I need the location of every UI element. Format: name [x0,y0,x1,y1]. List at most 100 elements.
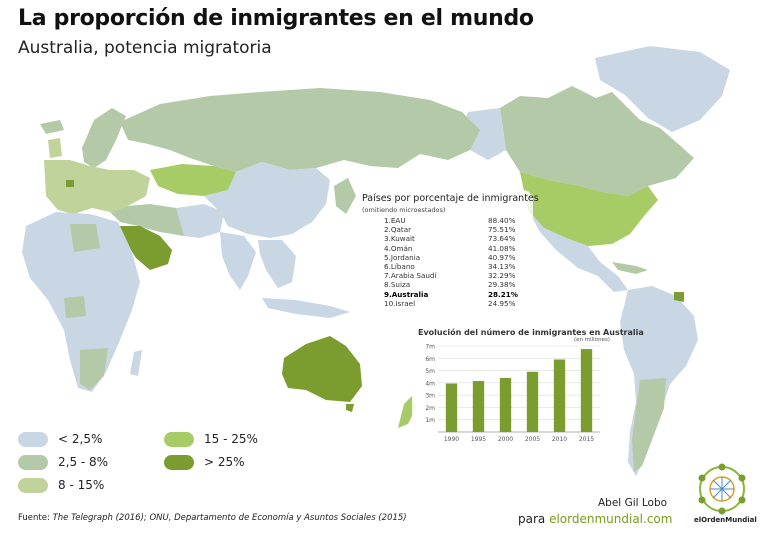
ranking-item-label: 8.Suiza [384,280,411,290]
ranking-item-value: 34.13% [488,261,516,271]
ranking-item-value: 41.08% [488,243,516,253]
chart-unit-note: (en millones) [574,337,610,343]
ranking-item-value: 88.40% [488,216,516,225]
chart-y-tick-label: 6m [425,356,435,363]
scandinavia [82,108,126,168]
page-subtitle: Australia, potencia migratoria [18,38,272,58]
ranking-item: 2.Qatar 75.51% [384,225,534,234]
usa [520,172,658,246]
legend-label: 2,5 - 8% [58,455,109,469]
chart-y-tick-label: 5m [425,368,435,375]
chart-x-tick-label: 2015 [579,436,594,443]
source-text: The Telegraph (2016); ONU, Departamento … [52,513,407,523]
arabian-peninsula [120,226,172,270]
chart-title: Evolución del número de inmigrantes en A… [418,328,644,337]
legend-label: 8 - 15% [58,478,105,492]
tasmania [346,404,354,412]
ranking-item-value: 29.38% [488,280,516,290]
greenland [595,46,730,132]
chart-x-tick-label: 2000 [498,436,513,443]
ranking-item-label: 9.Australia [384,289,429,299]
ranking-item: 1.EAU 88.40% [384,216,534,225]
source-prefix: Fuente: [18,513,53,523]
legend-swatch [18,478,48,493]
ranking-item: 9.Australia 28.21% [384,290,534,299]
japan-korea [334,178,356,214]
kazakhstan [150,164,236,196]
chart-y-tick-label: 3m [425,393,435,400]
chart-bar [580,349,593,432]
chart-bar [553,359,566,432]
indonesia [262,298,350,318]
ranking-item-label: 3.Kuwait [384,234,415,244]
ranking-item: 8.Suiza 29.38% [384,280,534,289]
gabon-region [64,296,86,318]
ranking-item-value: 24.95% [488,298,516,308]
legend-swatch [18,432,48,447]
site-credit: para elordenmundial.com [518,512,672,526]
southern-africa [80,348,108,390]
chart-bar [472,381,485,432]
southeast-asia [258,240,296,288]
author-name: Abel Gil Lobo [598,497,668,509]
chart-y-tick-label: 7m [425,344,435,351]
switzerland [66,180,74,187]
chart-bar [445,383,458,432]
argentina-chile [632,378,666,472]
ranking-item-value: 28.21% [488,289,518,299]
mexico-central-america [528,210,628,292]
chart-x-tick-label: 2005 [525,436,540,443]
new-zealand [398,396,416,428]
ranking-item-value: 40.97% [488,252,516,262]
ranking-item-label: 2.Qatar [384,225,412,235]
logo-wordmark: elOrdenMundial [694,516,757,524]
ranking-item-value: 32.29% [488,271,516,281]
site-link[interactable]: elordenmundial.com [549,512,673,526]
site-prefix: para [518,512,550,526]
ranking-list: 1.EAU 88.40% 2.Qatar 75.51% 3.Kuwait 73.64%… [384,216,534,308]
russia [120,88,480,172]
ranking-item-label: 1.EAU [384,216,406,225]
ranking-item-label: 7.Arabia Saudí [384,271,437,281]
alaska [462,108,506,160]
ranking-item-value: 73.64% [488,234,516,244]
ranking-item: 5.Jordania 40.97% [384,253,534,262]
australia [282,336,362,402]
source-note: Fuente: The Telegraph (2016); ONU, Depar… [18,513,407,523]
immigrants-bar-chart: 1m 2m 3m 4m 5m 6m 7m 1990 1995 2000 2005 2010 2015 [425,344,600,443]
china [204,162,330,238]
ranking-item-label: 4.Omán [384,243,413,253]
chart-bar [526,371,539,432]
ranking-title: Países por porcentaje de inmigrantes [362,193,539,204]
iran-afghanistan [176,204,224,238]
ranking-item: 10.Israel 24.95% [384,299,534,308]
canada [500,86,694,196]
ranking-item: 3.Kuwait 73.64% [384,234,534,243]
europe [44,160,150,214]
page-title: La proporción de inmigrantes en el mundo [18,6,534,31]
ranking-note: (omitiendo microestados) [362,206,446,214]
ranking-item-label: 10.Israel [384,298,416,308]
uk-ireland [48,138,62,158]
chart-x-tick-label: 1990 [444,436,459,443]
madagascar [130,350,142,376]
french-guiana [674,292,684,302]
legend-swatch [18,455,48,470]
ranking-item-label: 6.Líbano [384,261,415,271]
legend-label: < 2,5% [58,432,103,446]
chart-bar [499,377,512,432]
legend-label: 15 - 25% [204,432,258,446]
ranking-item: 4.Omán 41.08% [384,244,534,253]
chart-y-tick-label: 1m [425,417,435,424]
legend-swatch [164,432,194,447]
chart-x-tick-label: 2010 [552,436,567,443]
ranking-item-value: 75.51% [488,225,516,235]
legend-label: > 25% [204,455,245,469]
chart-y-tick-label: 2m [425,405,435,412]
legend-swatch [164,455,194,470]
ranking-panel [358,190,533,302]
chart-y-tick-label: 4m [425,380,435,387]
chart-x-tick-label: 1995 [471,436,486,443]
ranking-item-label: 5.Jordania [384,252,421,262]
